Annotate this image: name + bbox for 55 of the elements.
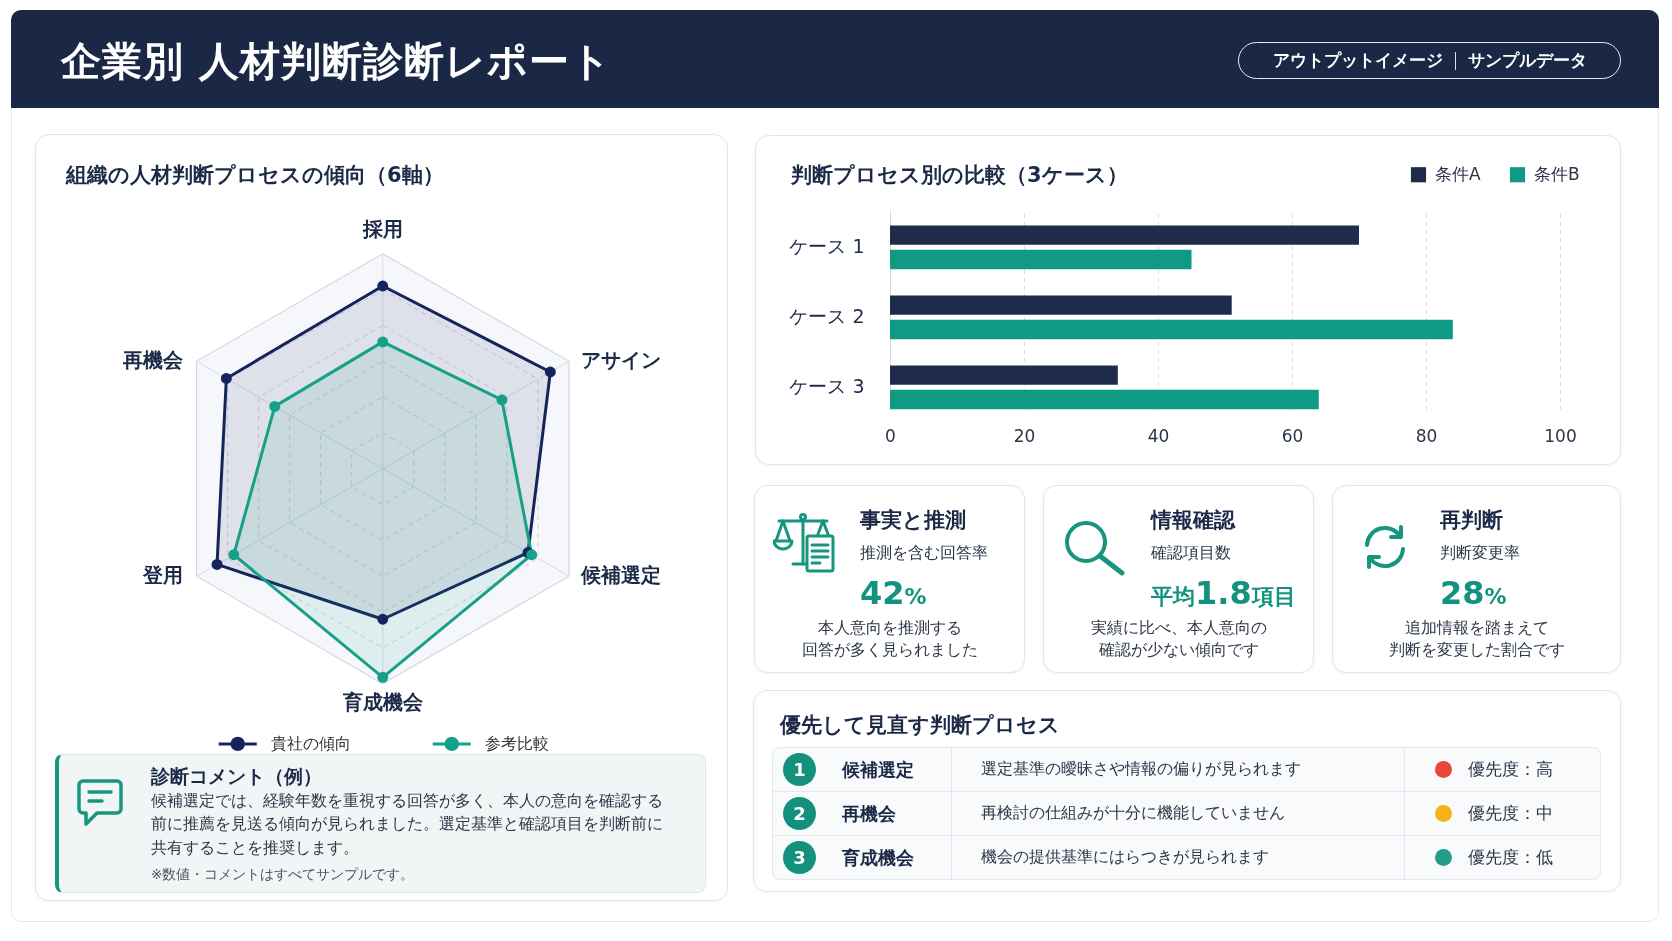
text: 確認が少ない傾向です [1097,639,1260,661]
text: 実績に比べ、本人意向の [1089,617,1268,639]
text: 確認項目数 [1151,542,1231,564]
category-label: 優先度：低 [1468,847,1553,867]
category-label: 再機会 [842,801,896,826]
text: 推測を含む回答率 [860,542,988,564]
number-badge: 1 [783,753,816,786]
x-tick-label: 0 [884,425,896,446]
legend-label: 条件A [1434,163,1481,184]
spoke-label: 再機会 [121,348,184,373]
y-tick-label: ケース 1 [788,234,865,257]
spoke-label: 候補選定 [579,563,661,588]
text: 候補選定では、経験年数を重視する回答が多く、本人の意向を確認する前に推薦を見送る傾向が見られました。選定基準と確認項目を判断前に共有することを推奨します。 [151,790,664,859]
category-label: 候補選定 [842,757,914,782]
text: 事実と推測 [860,507,966,533]
text: 平均1.8項目 [1151,573,1296,614]
text: 企業別 人材判断診断レポート [61,37,612,86]
chart-title: 判断プロセス別の比較（3ケース） [791,162,1128,189]
text: 追加情報を踏まえて [1403,617,1550,639]
category-label: 優先度：高 [1468,759,1553,779]
spoke-label: アサイン [580,348,661,373]
text: サンプルデータ [1467,49,1587,72]
spoke-label: 登用 [141,563,183,588]
text: 選定基準の曖昧さや情報の偏りが見られます [952,748,1405,791]
text: 回答が多く見られました [800,639,979,661]
x-tick-label: 60 [1281,425,1303,446]
chart-title: 組織の人材判断プロセスの傾向（6軸） [66,162,444,189]
text: 再判断 [1440,507,1503,533]
text: 判断変更率 [1440,542,1520,564]
text: 情報確認 [1151,507,1235,533]
category-label: 優先度：中 [1468,803,1553,823]
y-tick-label: ケース 2 [788,304,865,327]
legend-label: 参考比較 [485,733,549,753]
spoke-label: 育成機会 [341,689,424,714]
category-label: 育成機会 [842,845,914,870]
text: 優先して見直す判断プロセス [780,712,1060,738]
text: 28% [1440,573,1507,614]
number-badge: 2 [783,797,816,830]
text: 判断を変更した割合です [1387,639,1566,661]
text: アウトプットイメージ [1272,49,1443,72]
y-tick-label: ケース 3 [788,374,865,397]
number-badge: 3 [783,841,816,874]
x-tick-label: 100 [1543,425,1577,446]
text: 再検討の仕組みが十分に機能していません [952,792,1405,835]
text: 機会の提供基準にはらつきが見られます [952,836,1405,879]
x-tick-label: 20 [1013,425,1035,446]
spoke-label: 採用 [361,216,403,241]
legend-label: 条件B [1533,163,1580,184]
legend-label: 貴社の傾向 [271,733,351,753]
text: 本人意向を推測する [816,617,963,639]
text: 診断コメント（例） [151,764,322,788]
x-tick-label: 40 [1147,425,1169,446]
text: 42% [860,573,927,614]
text: ※数値・コメントはすべてサンプルです。 [151,865,415,884]
x-tick-label: 80 [1415,425,1437,446]
